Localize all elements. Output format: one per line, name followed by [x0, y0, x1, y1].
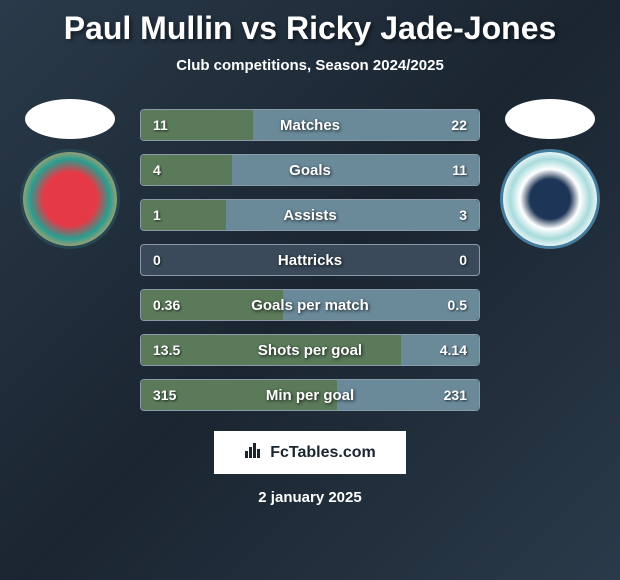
stat-left-value: 0: [153, 252, 161, 268]
stat-right-value: 0: [459, 252, 467, 268]
subtitle: Club competitions, Season 2024/2025: [176, 57, 444, 74]
stat-row: 13.5 Shots per goal 4.14: [140, 334, 480, 366]
stat-right-value: 3: [459, 207, 467, 223]
stat-row: 4 Goals 11: [140, 154, 480, 186]
stats-column: 11Matches224Goals111Assists30Hattricks00…: [140, 109, 480, 411]
player2-side: [495, 99, 605, 249]
footer-date: 2 january 2025: [258, 489, 361, 506]
stat-row: 0.36 Goals per match 0.5: [140, 289, 480, 321]
stat-label: Matches: [280, 117, 340, 134]
stat-left-value: 13.5: [153, 342, 180, 358]
stat-right-value: 0.5: [448, 297, 467, 313]
vs-text: vs: [241, 10, 277, 46]
stat-label: Shots per goal: [258, 342, 362, 359]
stat-label: Goals: [289, 162, 331, 179]
stat-row: 0 Hattricks 0: [140, 244, 480, 276]
stat-row: 11 Matches 22: [140, 109, 480, 141]
stat-label: Hattricks: [278, 252, 342, 269]
chart-icon: [244, 441, 262, 464]
footer-site-name: FcTables.com: [270, 444, 376, 462]
stat-left-value: 1: [153, 207, 161, 223]
page-title: Paul Mullin vs Ricky Jade-Jones: [64, 10, 557, 47]
stat-right-value: 11: [452, 162, 467, 178]
stat-left-value: 4: [153, 162, 161, 178]
stat-label: Min per goal: [266, 387, 354, 404]
stat-row: 315 Min per goal 231: [140, 379, 480, 411]
stat-left-value: 315: [153, 387, 176, 403]
stat-right-value: 22: [451, 117, 467, 133]
club-badge-right: [500, 149, 600, 249]
stat-right-value: 4.14: [440, 342, 467, 358]
stat-right-value: 231: [444, 387, 467, 403]
stat-left-value: 0.36: [153, 297, 180, 313]
stat-bar-right: [232, 155, 479, 185]
stat-label: Assists: [283, 207, 336, 224]
club-badge-left: [20, 149, 120, 249]
player1-side: [15, 99, 125, 249]
player1-name: Paul Mullin: [64, 10, 233, 46]
stat-bar-right: [226, 200, 480, 230]
player2-avatar: [505, 99, 595, 139]
stat-left-value: 11: [153, 117, 168, 133]
player2-name: Ricky Jade-Jones: [286, 10, 556, 46]
footer-box: FcTables.com: [214, 431, 406, 474]
stat-label: Goals per match: [251, 297, 369, 314]
player1-avatar: [25, 99, 115, 139]
stat-row: 1 Assists 3: [140, 199, 480, 231]
